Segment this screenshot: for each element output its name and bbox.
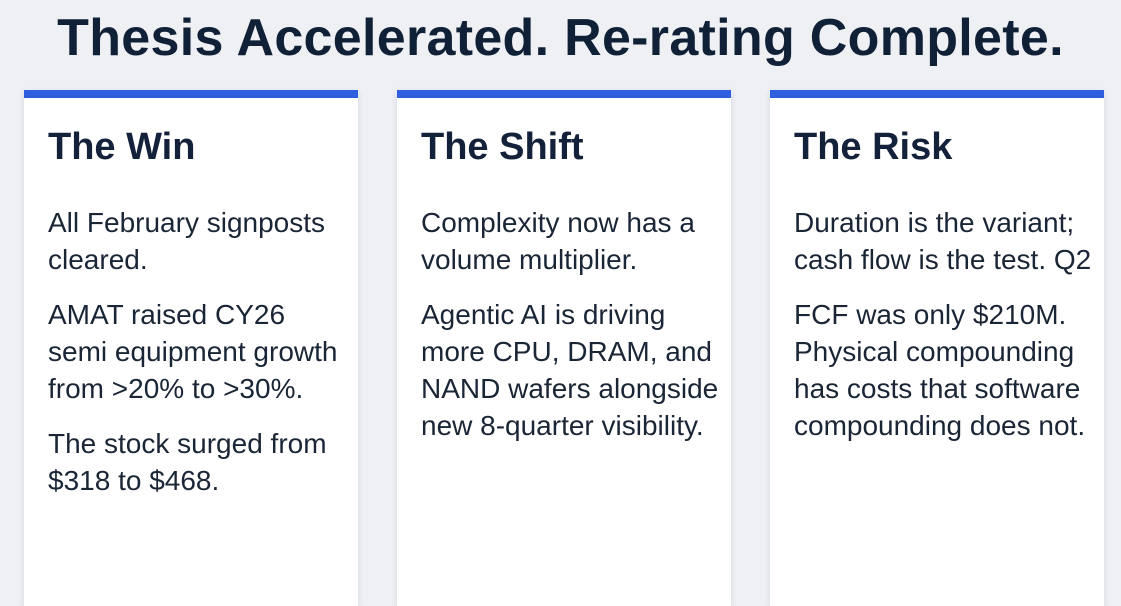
card-heading: The Win	[48, 126, 196, 168]
card-paragraph: Duration is the variant; cash flow is th…	[794, 207, 1092, 275]
card-body: All February signposts cleared. AMAT rai…	[48, 204, 348, 517]
card-heading: The Risk	[794, 126, 953, 168]
card-the-win: The Win All February signposts cleared. …	[24, 90, 358, 606]
card-paragraph: Agentic AI is driving more CPU, DRAM, an…	[421, 299, 719, 441]
card-paragraph: All February signposts cleared.	[48, 207, 326, 275]
card-paragraph: The stock surged from $318 to $468.	[48, 428, 327, 496]
card-paragraph: Complexity now has a volume multiplier.	[421, 207, 695, 275]
card-the-shift: The Shift Complexity now has a volume mu…	[397, 90, 731, 606]
card-paragraph: AMAT raised CY26 semi equipment growth f…	[48, 299, 338, 404]
card-the-risk: The Risk Duration is the variant; cash f…	[770, 90, 1104, 606]
card-body: Duration is the variant; cash flow is th…	[794, 204, 1094, 462]
card-heading: The Shift	[421, 126, 584, 168]
card-body: Complexity now has a volume multiplier. …	[421, 204, 721, 462]
card-paragraph: FCF was only $210M. Physical compounding…	[794, 299, 1086, 441]
page-title: Thesis Accelerated. Re-rating Complete.	[57, 9, 1064, 67]
